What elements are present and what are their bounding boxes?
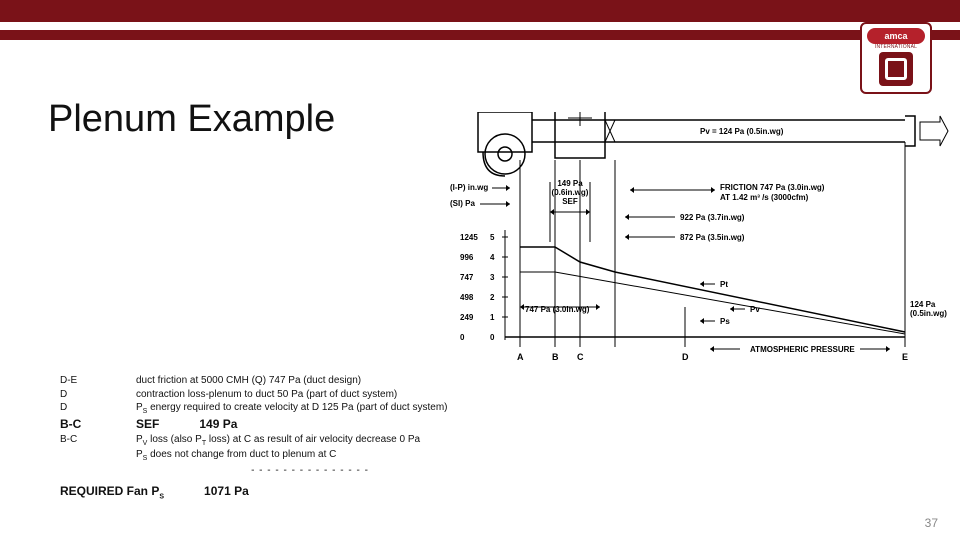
svg-text:124 Pa: 124 Pa <box>910 300 936 309</box>
svg-text:SEF: SEF <box>562 197 578 206</box>
dash-line: - - - - - - - - - - - - - - - <box>60 464 560 478</box>
svg-text:ATMOSPHERIC PRESSURE: ATMOSPHERIC PRESSURE <box>750 345 855 354</box>
svg-text:0: 0 <box>490 333 495 342</box>
banner-sweep <box>0 40 960 74</box>
amca-logo: amca INTERNATIONAL <box>860 22 932 94</box>
svg-text:0: 0 <box>460 333 465 342</box>
svg-text:1: 1 <box>490 313 495 322</box>
svg-text:498: 498 <box>460 293 474 302</box>
svg-text:1245: 1245 <box>460 233 478 242</box>
svg-text:996: 996 <box>460 253 474 262</box>
svg-text:A: A <box>517 352 524 362</box>
row-bc-sef: B-CSEF 149 Pa <box>60 416 560 432</box>
fig-pv-label: Pv = 124 Pa (0.5in.wg) <box>700 127 784 136</box>
row-d1: Dcontraction loss-plenum to duct 50 Pa (… <box>60 388 560 402</box>
svg-text:747: 747 <box>460 273 474 282</box>
svg-text:747 Pa (3.0in.wg): 747 Pa (3.0in.wg) <box>525 305 590 314</box>
fig-si-label: (SI) Pa <box>450 199 475 208</box>
svg-text:(0.5in.wg): (0.5in.wg) <box>910 309 947 318</box>
svg-text:922 Pa (3.7in.wg): 922 Pa (3.7in.wg) <box>680 213 745 222</box>
plenum-diagram: Pv = 124 Pa (0.5in.wg) (I-P) in.wg (SI) … <box>450 112 950 367</box>
fig-ip-label: (I-P) in.wg <box>450 183 488 192</box>
logo-text-top: amca <box>867 28 925 44</box>
svg-text:C: C <box>577 352 584 362</box>
header-banner <box>0 0 960 90</box>
svg-text:Pt: Pt <box>720 280 728 289</box>
svg-text:5: 5 <box>490 233 495 242</box>
svg-text:872 Pa (3.5in.wg): 872 Pa (3.5in.wg) <box>680 233 745 242</box>
text-block: D-Educt friction at 5000 CMH (Q) 747 Pa … <box>60 374 560 502</box>
page-number: 37 <box>925 516 938 530</box>
row-ps-note: PS does not change from duct to plenum a… <box>60 448 560 463</box>
svg-text:4: 4 <box>490 253 495 262</box>
row-de: D-Educt friction at 5000 CMH (Q) 747 Pa … <box>60 374 560 388</box>
logo-text-sub: INTERNATIONAL <box>875 44 917 50</box>
svg-text:3: 3 <box>490 273 495 282</box>
logo-glyph <box>879 52 913 86</box>
row-bc-pv: B-CPV loss (also PT loss) at C as result… <box>60 433 560 448</box>
row-d2: DPS energy required to create velocity a… <box>60 401 560 416</box>
svg-text:149 Pa: 149 Pa <box>557 179 583 188</box>
svg-text:D: D <box>682 352 689 362</box>
slide-title: Plenum Example <box>48 98 335 141</box>
required-fan-ps: REQUIRED Fan PS 1071 Pa <box>60 483 560 502</box>
svg-text:2: 2 <box>490 293 495 302</box>
svg-text:249: 249 <box>460 313 474 322</box>
svg-text:E: E <box>902 352 908 362</box>
svg-text:FRICTION 747 Pa (3.0in.wg): FRICTION 747 Pa (3.0in.wg) <box>720 183 825 192</box>
svg-text:Ps: Ps <box>720 317 730 326</box>
svg-text:Pv: Pv <box>750 305 760 314</box>
svg-text:B: B <box>552 352 559 362</box>
svg-text:AT 1.42 m³ /s (3000cfm): AT 1.42 m³ /s (3000cfm) <box>720 193 809 202</box>
svg-text:(0.6in.wg): (0.6in.wg) <box>552 188 589 197</box>
